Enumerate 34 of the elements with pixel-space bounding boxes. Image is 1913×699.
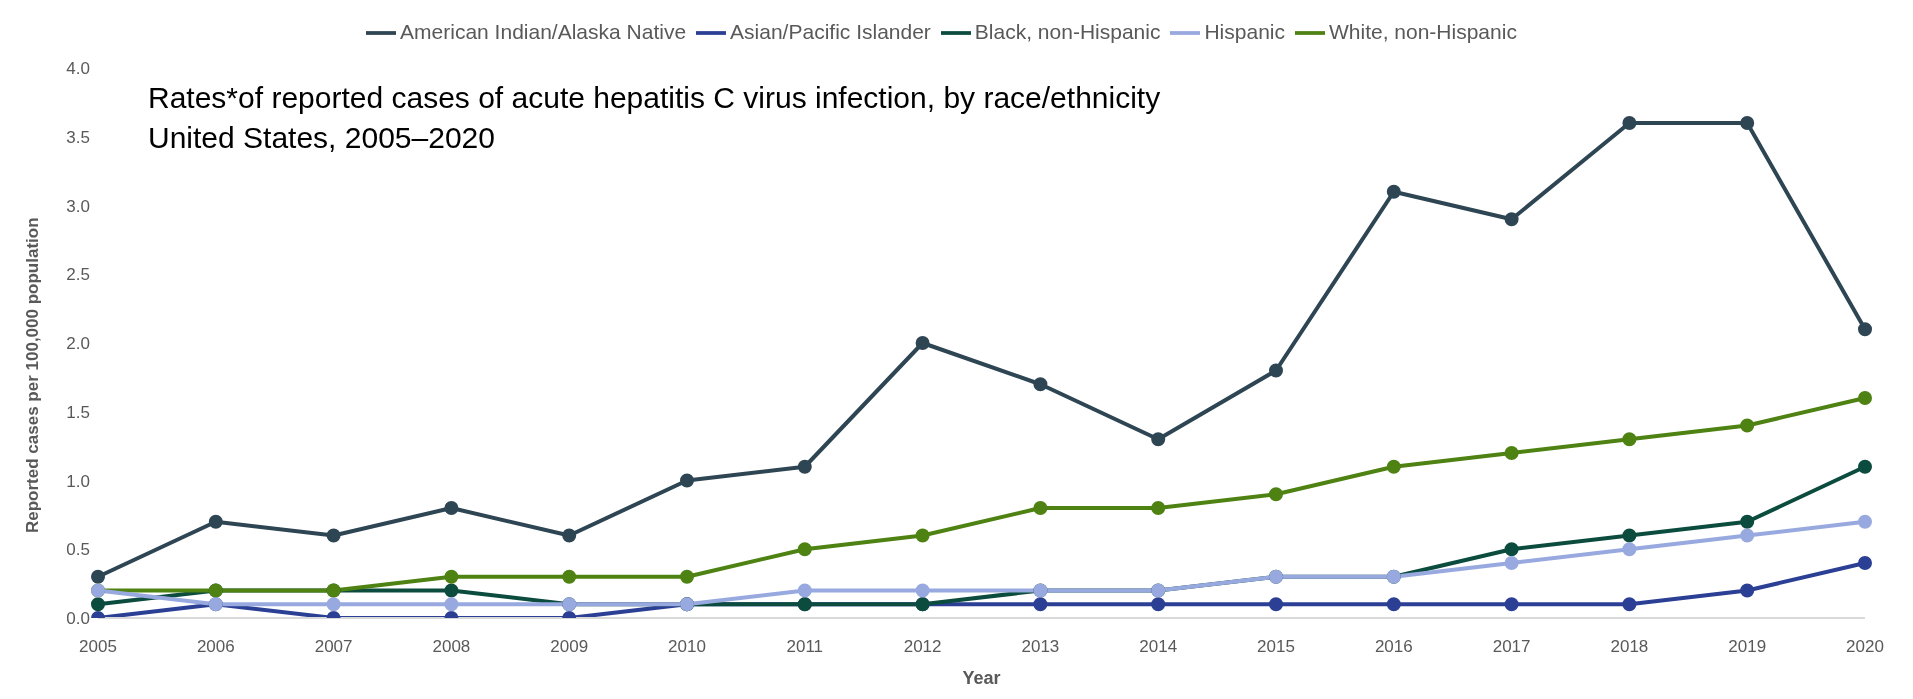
x-tick-label: 2007 [314,637,353,657]
chart-title: Rates*of reported cases of acute hepatitis C virus infection, by race/ethnicity [148,80,1161,116]
y-tick-label: 0.0 [66,609,90,629]
x-tick-label: 2018 [1610,637,1649,657]
x-tick-label: 2020 [1846,637,1884,657]
x-tick-label: 2006 [196,637,235,657]
x-axis-title: Year [962,668,1001,688]
legend-label: Black, non-Hispanic [974,19,1161,43]
x-tick-label: 2010 [668,637,706,657]
legend-label: Asian/Pacific Islander [730,19,931,43]
x-tick-label: 2005 [79,637,117,657]
x-tick-label: 2016 [1374,637,1413,657]
legend-label: White, non-Hispanic [1328,19,1517,43]
y-tick-label: 0.5 [66,540,90,560]
x-tick-label: 2009 [550,637,589,657]
x-tick-label: 2014 [1139,637,1178,657]
y-tick-label: 3.0 [66,196,90,216]
text: United States, 2005–2020 [148,120,496,156]
x-tick-label: 2013 [1021,637,1060,657]
legend-label: Hispanic [1204,19,1285,43]
x-tick-label: 2015 [1257,637,1295,657]
x-tick-label: 2012 [903,637,942,657]
y-tick-label: 1.5 [66,402,90,422]
legend-label: American Indian/Alaska Native [400,19,687,43]
x-tick-label: 2019 [1728,637,1767,657]
y-axis-title: Reported cases per 100,000 population [23,217,43,533]
x-tick-label: 2017 [1492,637,1531,657]
y-tick-label: 2.5 [66,265,90,285]
y-tick-label: 4.0 [66,59,90,79]
x-tick-label: 2011 [786,637,824,657]
y-tick-label: 3.5 [66,127,90,147]
y-tick-label: 2.0 [66,334,90,354]
y-tick-label: 1.0 [66,471,90,491]
x-tick-label: 2008 [432,637,471,657]
